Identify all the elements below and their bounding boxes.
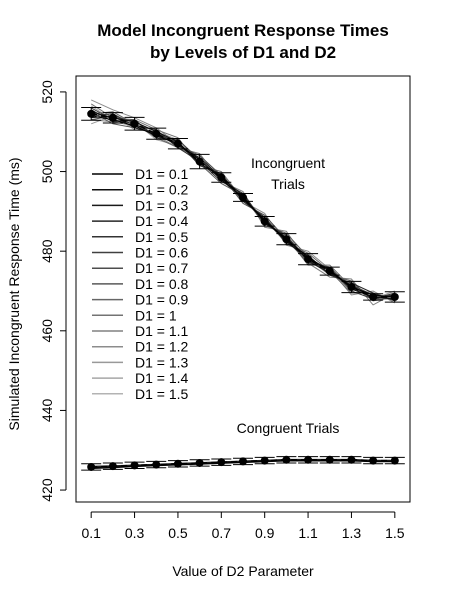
legend-label: D1 = 1.4 <box>135 370 189 386</box>
legend: D1 = 0.1D1 = 0.2D1 = 0.3D1 = 0.4D1 = 0.5… <box>92 166 189 402</box>
mean-point <box>173 139 182 148</box>
legend-label: D1 = 1.1 <box>135 323 189 339</box>
x-tick-label: 0.1 <box>81 525 101 541</box>
x-tick-label: 1.3 <box>342 525 362 541</box>
y-tick-label: 480 <box>39 239 55 263</box>
legend-label: D1 = 0.7 <box>135 260 189 276</box>
mean-point <box>369 292 378 301</box>
y-tick-label: 440 <box>39 399 55 423</box>
x-tick-label: 0.5 <box>168 525 188 541</box>
x-axis: 0.1 0.3 0.5 0.7 0.9 1.1 1.3 1.5 <box>81 511 405 541</box>
plot-frame <box>75 75 411 503</box>
y-tick-label: 500 <box>39 160 55 184</box>
legend-label: D1 = 0.9 <box>135 292 189 308</box>
mean-point <box>108 462 117 471</box>
legend-label: D1 = 0.3 <box>135 197 189 213</box>
x-tick-label: 0.3 <box>125 525 145 541</box>
mean-point <box>304 255 313 264</box>
mean-point <box>282 235 291 244</box>
mean-point <box>260 217 269 226</box>
chart-title-line1: Model Incongruent Response Times <box>97 21 389 40</box>
mean-point <box>347 455 356 464</box>
legend-label: D1 = 1.2 <box>135 339 189 355</box>
mean-point <box>260 456 269 465</box>
mean-point <box>239 457 247 466</box>
mean-point <box>369 456 378 465</box>
y-tick-label: 420 <box>39 478 55 502</box>
mean-point <box>130 119 139 128</box>
mean-point <box>304 455 313 464</box>
mean-point <box>325 455 334 464</box>
mean-point <box>325 267 334 276</box>
legend-label: D1 = 1 <box>135 307 177 323</box>
legend-label: D1 = 1.3 <box>135 354 189 370</box>
legend-label: D1 = 0.5 <box>135 229 189 245</box>
chart-title-line2: by Levels of D1 and D2 <box>150 43 336 62</box>
legend-label: D1 = 1.5 <box>135 386 189 402</box>
mean-point <box>130 461 139 470</box>
y-tick-label: 520 <box>39 80 55 104</box>
mean-point <box>282 455 291 464</box>
mean-point <box>217 173 226 182</box>
mean-point <box>152 460 161 469</box>
mean-point <box>239 193 247 202</box>
legend-label: D1 = 0.2 <box>135 182 189 198</box>
mean-point <box>173 459 182 468</box>
legend-label: D1 = 0.4 <box>135 213 189 229</box>
mean-point <box>195 157 204 166</box>
x-tick-label: 0.7 <box>212 525 232 541</box>
legend-label: D1 = 0.6 <box>135 245 189 261</box>
x-axis-label: Value of D2 Parameter <box>172 563 314 579</box>
x-tick-label: 0.9 <box>255 525 275 541</box>
annotation-congruent: Congruent Trials <box>237 420 340 436</box>
mean-point <box>347 283 356 292</box>
annotation-incongruent-line2: Trials <box>271 176 305 192</box>
mean-point <box>108 113 117 122</box>
mean-markers <box>81 106 405 471</box>
mean-point <box>390 292 399 301</box>
x-tick-label: 1.1 <box>298 525 318 541</box>
mean-line-incongruent <box>91 113 395 298</box>
legend-label: D1 = 0.8 <box>135 276 189 292</box>
y-tick-label: 460 <box>39 319 55 343</box>
mean-point <box>217 458 226 467</box>
mean-point <box>87 462 96 471</box>
mean-point <box>390 456 399 465</box>
mean-point <box>152 129 161 138</box>
mean-point <box>87 109 96 118</box>
mean-point <box>195 458 204 467</box>
annotation-incongruent-line1: Incongruent <box>251 155 325 171</box>
legend-label: D1 = 0.1 <box>135 166 189 182</box>
y-axis: 420 440 460 480 500 520 <box>39 80 67 502</box>
y-axis-label: Simulated Incongruent Response Time (ms) <box>6 157 22 430</box>
x-tick-label: 1.5 <box>385 525 405 541</box>
